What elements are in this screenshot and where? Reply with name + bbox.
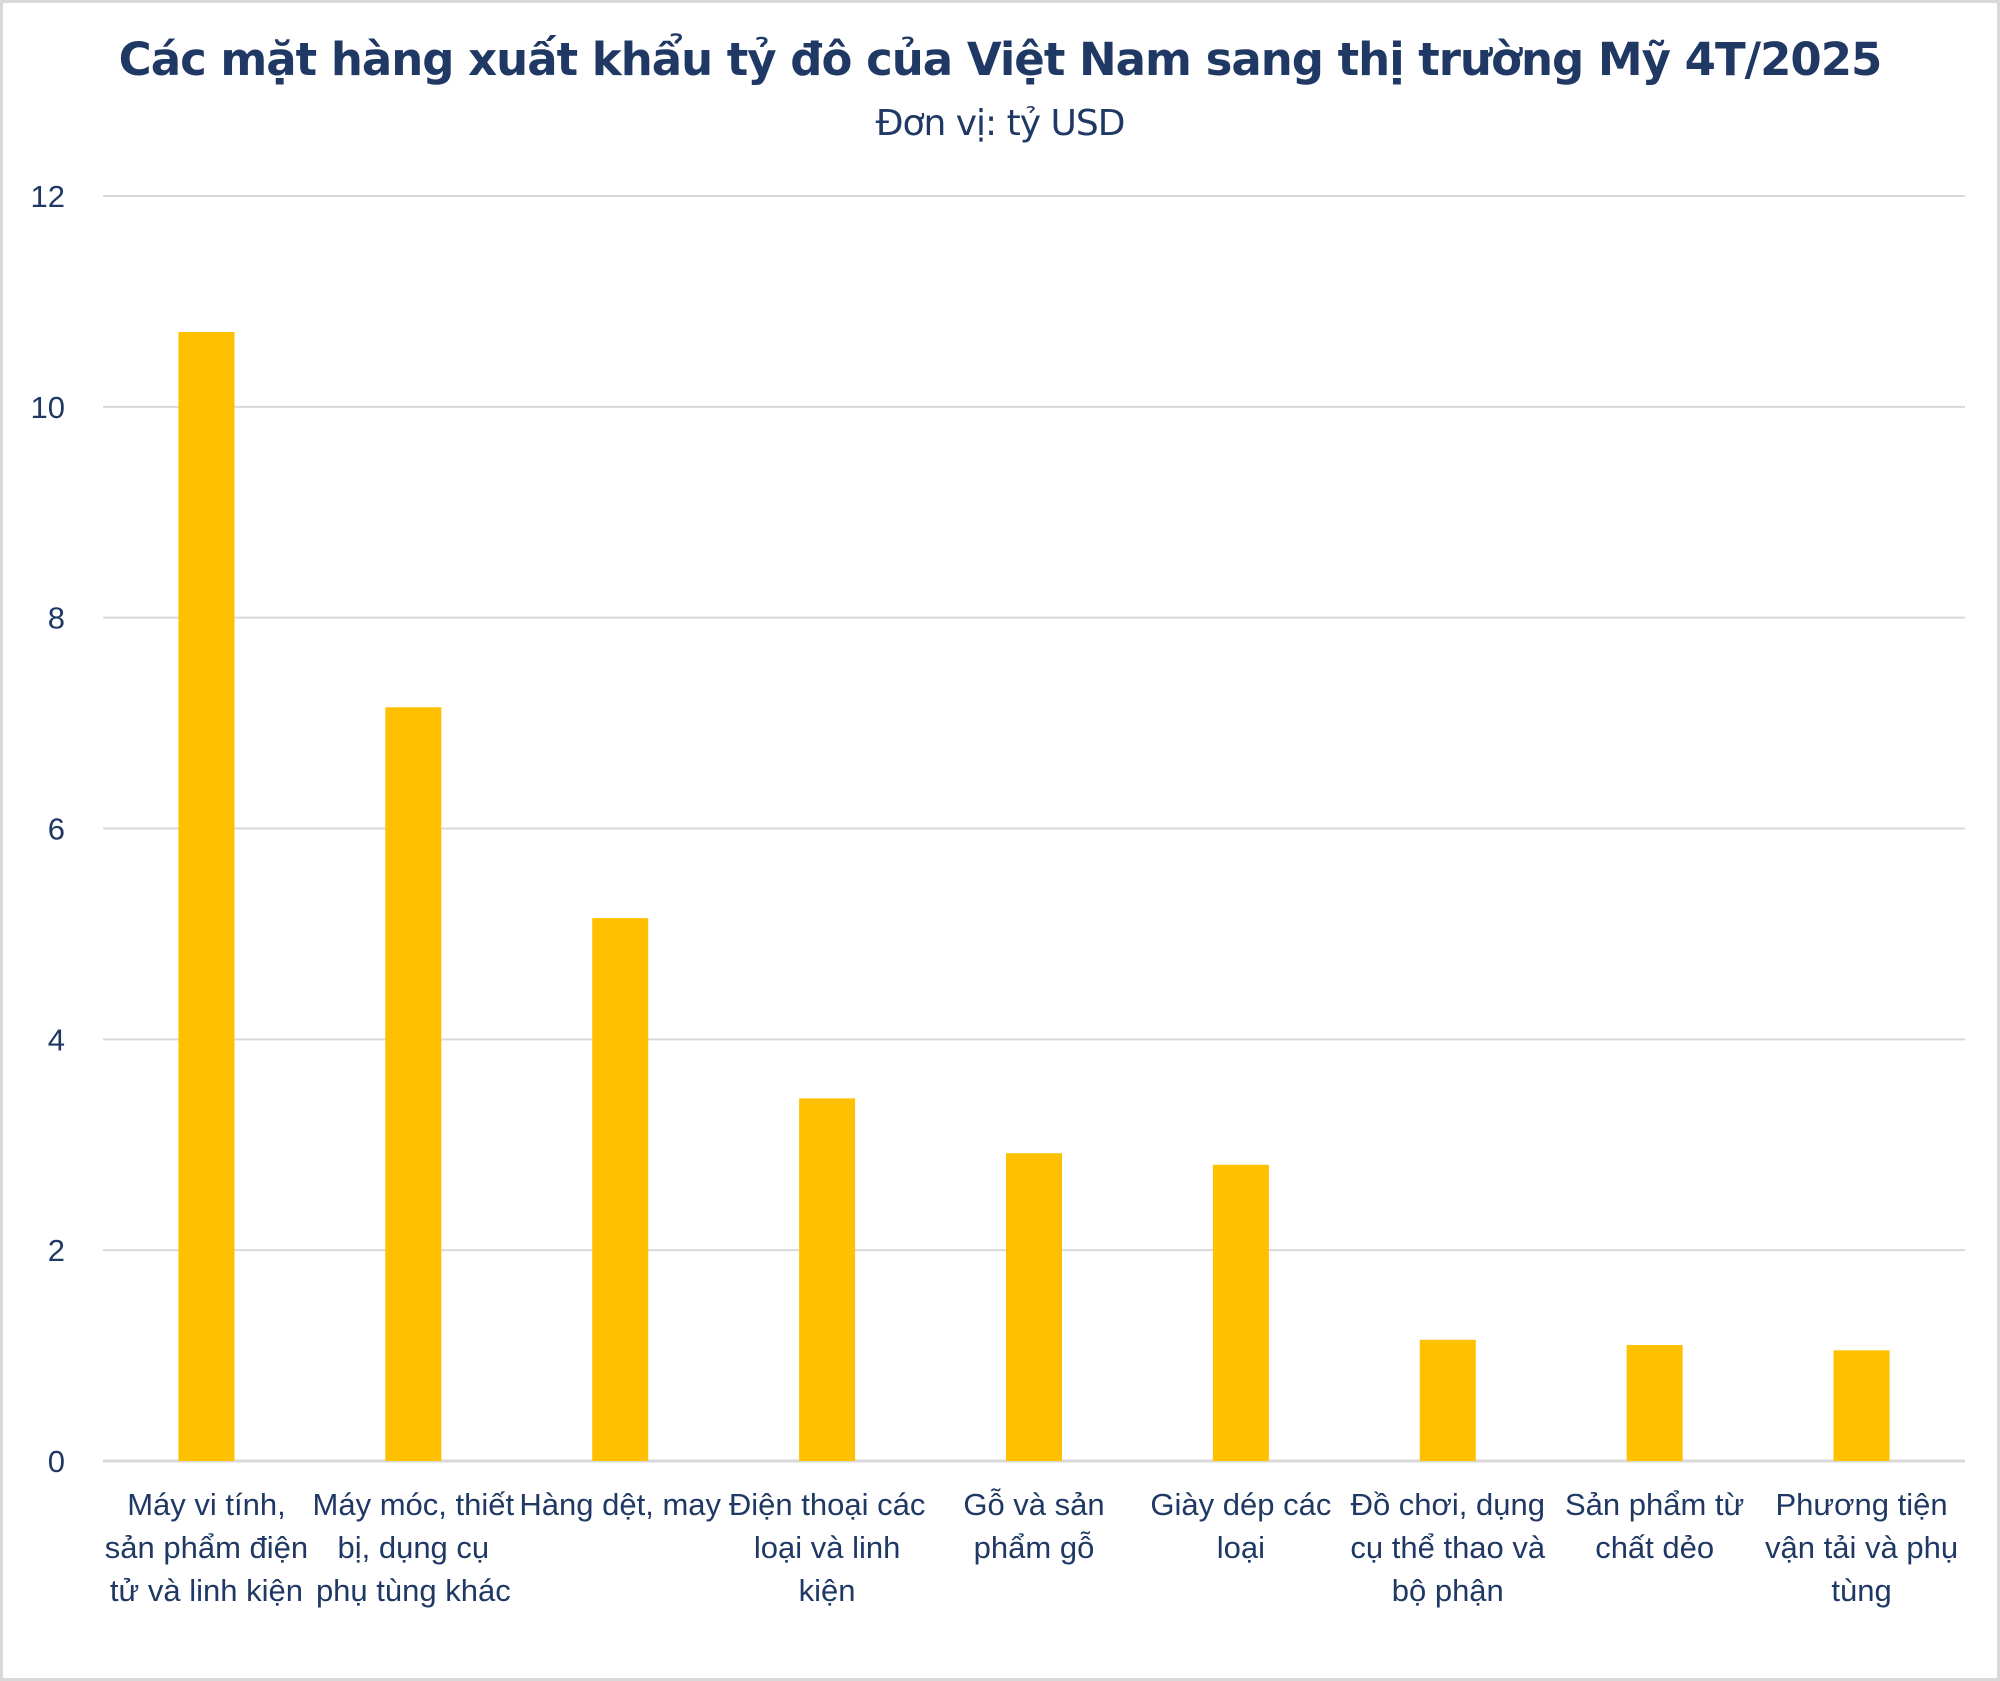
x-tick-label: Hàng dệt, may (519, 1487, 722, 1522)
y-tick-label: 12 (31, 179, 65, 214)
x-tick-label: Sản phẩm từ chất dẻo (1565, 1487, 1745, 1565)
bar (178, 331, 235, 1461)
y-tick-label: 0 (48, 1444, 65, 1479)
bar (592, 918, 649, 1461)
x-tick-label: Điện thoại các loại và linh kiện (728, 1487, 926, 1608)
bar (385, 707, 442, 1461)
bar (1419, 1339, 1476, 1461)
bar (1006, 1153, 1062, 1461)
x-tick-label: Gỗ và sản phẩm gỗ (963, 1487, 1105, 1565)
y-tick-label: 4 (48, 1022, 65, 1057)
x-tick-label: Đồ chơi, dụng cụ thể thao và bộ phận (1350, 1487, 1546, 1608)
bar (1833, 1350, 1890, 1461)
chart-title: Các mặt hàng xuất khẩu tỷ đô của Việt Na… (118, 33, 1883, 86)
x-tick-label: Máy vi tính, sản phẩm điện tử và linh ki… (104, 1487, 309, 1608)
chart-subtitle: Đơn vị: tỷ USD (875, 103, 1126, 144)
y-tick-label: 6 (48, 812, 65, 847)
x-tick-label: Máy móc, thiết bị, dụng cụ phụ tùng khác (312, 1487, 515, 1608)
y-tick-label: 8 (48, 601, 65, 636)
y-tick-label: 10 (31, 390, 65, 425)
y-tick-label: 2 (48, 1233, 65, 1268)
x-tick-label: Giày dép các loại (1150, 1487, 1332, 1565)
plot-area: 0 2 4 6 8 10 12 (31, 179, 1965, 1479)
bar (1626, 1345, 1683, 1461)
bar (1212, 1164, 1269, 1461)
bar (799, 1098, 856, 1461)
x-tick-label: Phương tiện vận tải và phụ tùng (1765, 1487, 1959, 1608)
